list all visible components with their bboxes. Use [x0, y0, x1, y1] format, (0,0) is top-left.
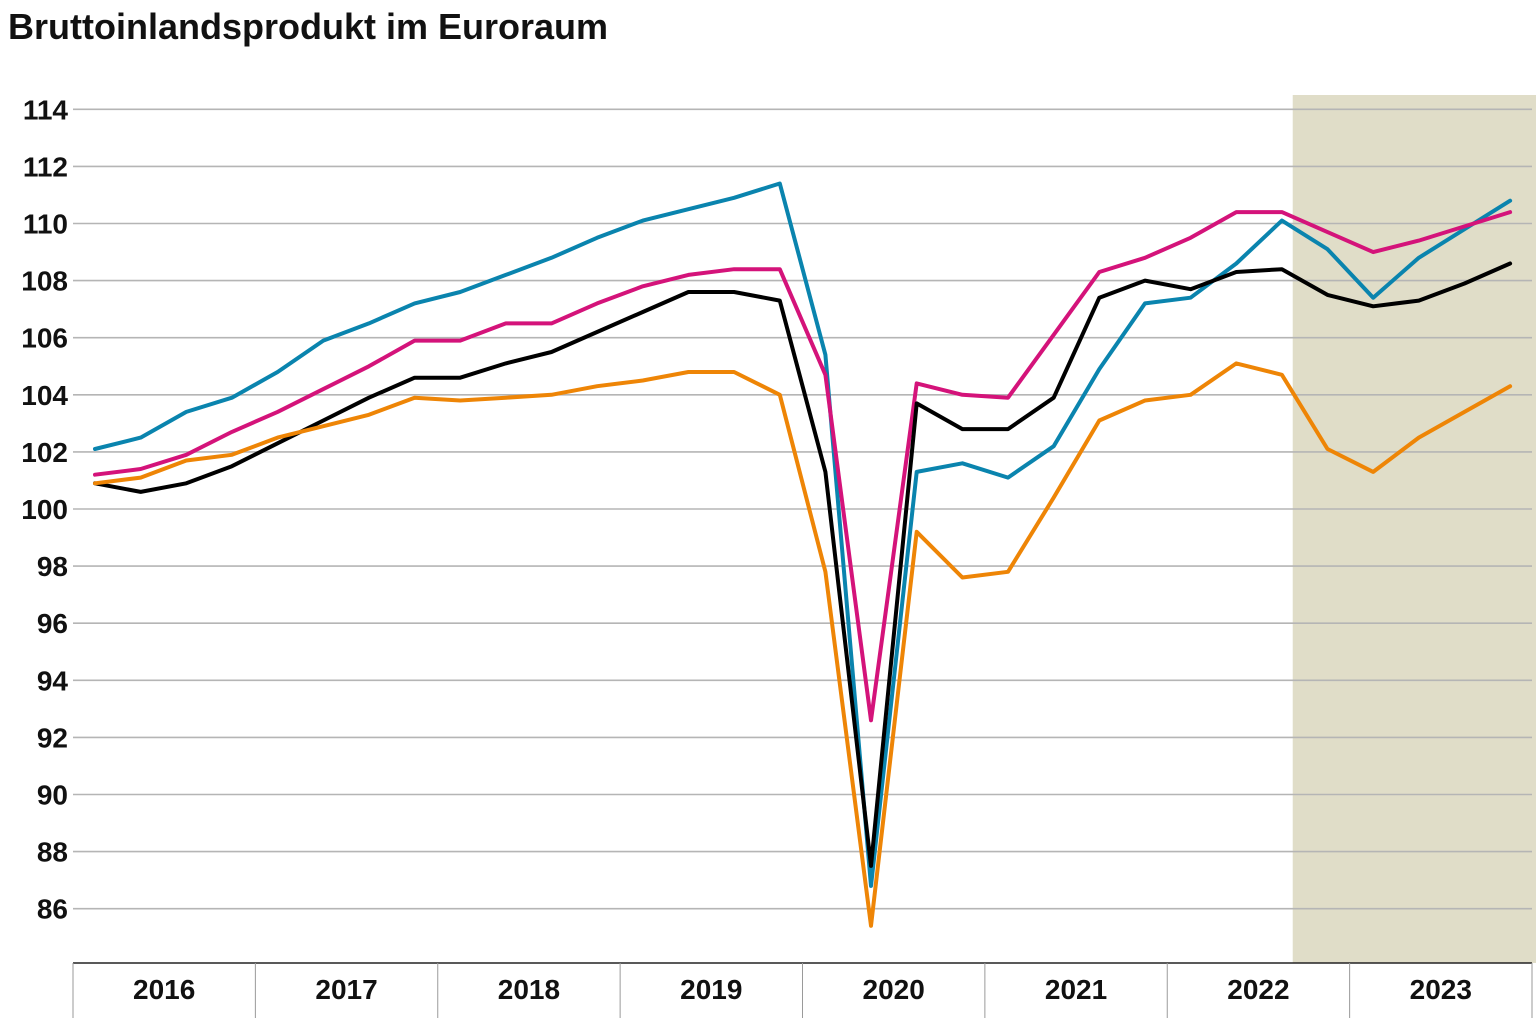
x-tick-label: 2021	[1045, 974, 1107, 1005]
y-axis-ticks: 86 88 90 92 94 96 98 100 102 104 106 108 110 112 114	[21, 94, 68, 924]
series-lines	[93, 181, 1513, 928]
y-tick-label: 102	[21, 437, 68, 468]
x-tick-label: 2023	[1410, 974, 1472, 1005]
x-axis: 2016 2017 2018 2019 2020 2021 2022 2023	[72, 962, 1533, 1018]
y-tick-label: 108	[21, 266, 68, 297]
y-tick-label: 98	[37, 551, 68, 582]
chart-title: Bruttoinlandsprodukt im Euroraum	[8, 6, 609, 47]
y-tick-label: 92	[37, 722, 68, 753]
x-tick-label: 2016	[133, 974, 195, 1005]
y-tick-label: 90	[37, 780, 68, 811]
y-tick-label: 86	[37, 894, 68, 925]
forecast-shade	[1292, 95, 1536, 963]
x-tick-label: 2022	[1227, 974, 1289, 1005]
y-tick-label: 106	[21, 323, 68, 354]
forecast-shade-layer	[1292, 95, 1536, 963]
series-line-orange	[93, 361, 1513, 928]
y-tick-label: 88	[37, 837, 68, 868]
x-tick-label: 2017	[315, 974, 377, 1005]
y-tick-label: 110	[23, 209, 68, 240]
series-line-magenta	[93, 210, 1513, 723]
y-tick-label: 104	[21, 380, 68, 411]
y-tick-label: 100	[21, 494, 68, 525]
y-tick-label: 94	[37, 665, 69, 696]
y-tick-label: 114	[23, 94, 69, 125]
series-line-black	[93, 261, 1513, 868]
gridlines	[73, 108, 1532, 910]
x-tick-label: 2018	[498, 974, 560, 1005]
x-tick-label: 2020	[863, 974, 925, 1005]
x-tick-label: 2019	[680, 974, 742, 1005]
y-tick-label: 112	[23, 151, 68, 182]
series-line-teal	[93, 181, 1513, 888]
y-tick-label: 96	[37, 608, 68, 639]
